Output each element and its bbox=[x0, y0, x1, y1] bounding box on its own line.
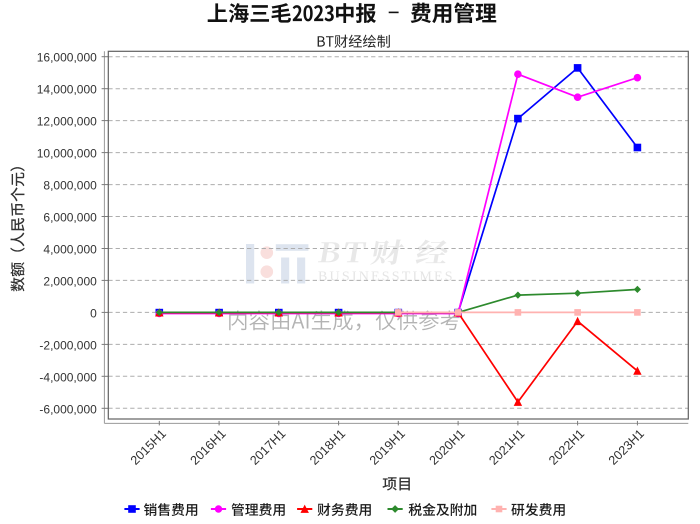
svg-text:2015H1: 2015H1 bbox=[128, 427, 169, 468]
svg-text:-6,000,000: -6,000,000 bbox=[39, 402, 97, 416]
svg-text:2016H1: 2016H1 bbox=[188, 427, 229, 468]
svg-text:12,000,000: 12,000,000 bbox=[37, 115, 97, 129]
svg-text:BUSINESSTIMES: BUSINESSTIMES bbox=[318, 269, 455, 284]
svg-text:8,000,000: 8,000,000 bbox=[43, 179, 97, 193]
svg-text:2017H1: 2017H1 bbox=[247, 427, 288, 468]
svg-text:6,000,000: 6,000,000 bbox=[43, 211, 97, 225]
svg-text:-4,000,000: -4,000,000 bbox=[39, 370, 97, 384]
svg-text:2021H1: 2021H1 bbox=[486, 427, 527, 468]
svg-text:2023H1: 2023H1 bbox=[606, 427, 647, 468]
svg-text:4,000,000: 4,000,000 bbox=[43, 243, 97, 257]
svg-text:16,000,000: 16,000,000 bbox=[37, 51, 97, 65]
svg-text:2020H1: 2020H1 bbox=[427, 427, 468, 468]
svg-text:-2,000,000: -2,000,000 bbox=[39, 338, 97, 352]
svg-text:0: 0 bbox=[90, 306, 97, 320]
svg-text:14,000,000: 14,000,000 bbox=[37, 83, 97, 97]
svg-text:10,000,000: 10,000,000 bbox=[37, 147, 97, 161]
svg-text:2019H1: 2019H1 bbox=[367, 427, 408, 468]
svg-text:2022H1: 2022H1 bbox=[546, 427, 587, 468]
svg-text:2,000,000: 2,000,000 bbox=[43, 274, 97, 288]
svg-text:2018H1: 2018H1 bbox=[307, 427, 348, 468]
